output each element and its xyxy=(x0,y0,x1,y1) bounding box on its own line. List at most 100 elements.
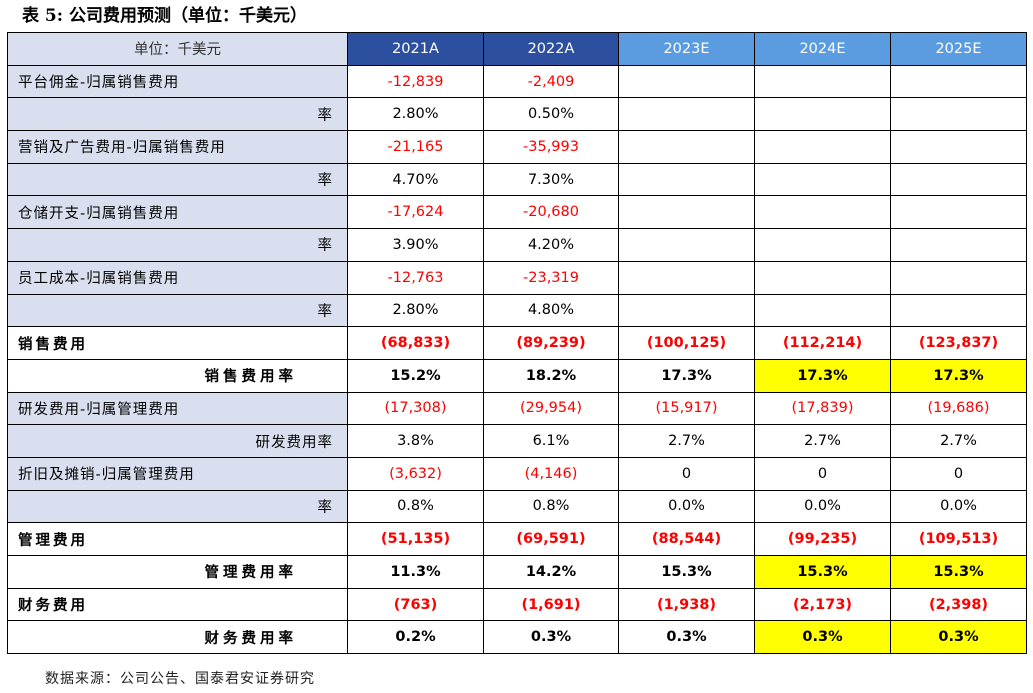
row-label: 仓储开支-归属销售费用 xyxy=(7,195,348,230)
cell-2025e xyxy=(890,97,1027,132)
cell-2024e xyxy=(754,228,891,262)
table-row: 率 2.80% 4.80% xyxy=(7,293,1027,328)
cell-2025e xyxy=(890,293,1027,328)
row-label: 财务费用 xyxy=(7,587,348,622)
cell-2023e: (88,544) xyxy=(618,522,755,556)
cell-2023e xyxy=(618,228,755,262)
row-label: 率 xyxy=(7,97,348,132)
cell-2021a: (763) xyxy=(347,587,484,622)
row-label: 财务费用率 xyxy=(7,620,348,655)
cell-2021a: 4.70% xyxy=(347,162,484,197)
cell-2025e: 0 xyxy=(890,456,1027,491)
row-label: 销售费用率 xyxy=(7,358,348,393)
cell-2023e xyxy=(618,195,755,230)
cell-2023e: 15.3% xyxy=(618,555,755,589)
data-source-note: 数据来源：公司公告、国泰君安证券研究 xyxy=(45,671,315,687)
cell-2024e: 15.3% xyxy=(754,555,891,589)
cell-2022a: (69,591) xyxy=(483,522,619,556)
cell-2022a: -35,993 xyxy=(483,130,619,164)
table-row: 财务费用 (763) (1,691) (1,938) (2,173) (2,39… xyxy=(7,587,1027,622)
cell-2025e xyxy=(890,130,1027,164)
row-label: 率 xyxy=(7,489,348,524)
row-label: 管理费用 xyxy=(7,522,348,556)
row-label: 率 xyxy=(7,228,348,262)
cell-2024e: 2.7% xyxy=(754,424,891,458)
cell-2024e xyxy=(754,97,891,132)
table-title: 表 5: 公司费用预测（单位：千美元） xyxy=(22,6,307,26)
cell-2025e: 0.0% xyxy=(890,489,1027,524)
header-2021a: 2021A xyxy=(347,32,484,66)
cell-2024e: 17.3% xyxy=(754,358,891,393)
cell-2023e: 2.7% xyxy=(618,424,755,458)
table-row: 管理费用率 11.3% 14.2% 15.3% 15.3% 15.3% xyxy=(7,555,1027,589)
table-row: 率 2.80% 0.50% xyxy=(7,97,1027,132)
row-label: 研发费用率 xyxy=(7,424,348,458)
cell-2022a: 18.2% xyxy=(483,358,619,393)
cell-2024e xyxy=(754,293,891,328)
table-row: 研发费用率 3.8% 6.1% 2.7% 2.7% 2.7% xyxy=(7,424,1027,458)
row-label: 率 xyxy=(7,293,348,328)
cell-2022a: -23,319 xyxy=(483,260,619,295)
table-row: 折旧及摊销-归属管理费用 (3,632) (4,146) 0 0 0 xyxy=(7,456,1027,491)
cell-2024e xyxy=(754,162,891,197)
cell-2024e xyxy=(754,64,891,99)
cell-2021a: -17,624 xyxy=(347,195,484,230)
cell-2024e: 0 xyxy=(754,456,891,491)
table-row: 销售费用 (68,833) (89,239) (100,125) (112,21… xyxy=(7,326,1027,360)
table-row: 研发费用-归属管理费用 (17,308) (29,954) (15,917) (… xyxy=(7,391,1027,426)
cell-2021a: 11.3% xyxy=(347,555,484,589)
cell-2024e xyxy=(754,195,891,230)
table-row: 仓储开支-归属销售费用 -17,624 -20,680 xyxy=(7,195,1027,230)
row-label: 管理费用率 xyxy=(7,555,348,589)
row-label: 率 xyxy=(7,162,348,197)
cell-2023e: (100,125) xyxy=(618,326,755,360)
cell-2025e xyxy=(890,228,1027,262)
cell-2021a: 0.2% xyxy=(347,620,484,655)
cell-2021a: 2.80% xyxy=(347,293,484,328)
table-row: 员工成本-归属销售费用 -12,763 -23,319 xyxy=(7,260,1027,295)
row-label: 折旧及摊销-归属管理费用 xyxy=(7,456,348,491)
cell-2023e: (1,938) xyxy=(618,587,755,622)
row-label: 平台佣金-归属销售费用 xyxy=(7,64,348,99)
header-2024e: 2024E xyxy=(754,32,891,66)
expense-forecast-table: 单位：千美元 2021A 2022A 2023E 2024E 2025E 平台佣… xyxy=(7,32,1027,655)
cell-2025e xyxy=(890,162,1027,197)
cell-2023e: 0.0% xyxy=(618,489,755,524)
cell-2024e xyxy=(754,260,891,295)
header-row: 单位：千美元 2021A 2022A 2023E 2024E 2025E xyxy=(7,32,1027,66)
table-row: 销售费用率 15.2% 18.2% 17.3% 17.3% 17.3% xyxy=(7,358,1027,393)
table-row: 率 0.8% 0.8% 0.0% 0.0% 0.0% xyxy=(7,489,1027,524)
row-label: 营销及广告费用-归属销售费用 xyxy=(7,130,348,164)
table-row: 平台佣金-归属销售费用 -12,839 -2,409 xyxy=(7,64,1027,99)
table-row: 财务费用率 0.2% 0.3% 0.3% 0.3% 0.3% xyxy=(7,620,1027,655)
cell-2025e: (123,837) xyxy=(890,326,1027,360)
cell-2022a: 6.1% xyxy=(483,424,619,458)
cell-2021a: -12,763 xyxy=(347,260,484,295)
cell-2023e xyxy=(618,293,755,328)
row-label: 研发费用-归属管理费用 xyxy=(7,391,348,426)
cell-2022a: (1,691) xyxy=(483,587,619,622)
cell-2021a: -21,165 xyxy=(347,130,484,164)
header-unit: 单位：千美元 xyxy=(7,32,348,66)
cell-2024e: (99,235) xyxy=(754,522,891,556)
cell-2025e: (109,513) xyxy=(890,522,1027,556)
header-2023e: 2023E xyxy=(618,32,755,66)
cell-2022a: 4.80% xyxy=(483,293,619,328)
cell-2023e xyxy=(618,64,755,99)
table-row: 营销及广告费用-归属销售费用 -21,165 -35,993 xyxy=(7,130,1027,164)
table-row: 率 3.90% 4.20% xyxy=(7,228,1027,262)
cell-2023e xyxy=(618,162,755,197)
cell-2024e: (2,173) xyxy=(754,587,891,622)
cell-2023e: 0 xyxy=(618,456,755,491)
cell-2025e: 2.7% xyxy=(890,424,1027,458)
cell-2025e xyxy=(890,260,1027,295)
cell-2022a: (4,146) xyxy=(483,456,619,491)
cell-2025e: 17.3% xyxy=(890,358,1027,393)
cell-2025e: 0.3% xyxy=(890,620,1027,655)
cell-2024e: (112,214) xyxy=(754,326,891,360)
cell-2023e: (15,917) xyxy=(618,391,755,426)
cell-2024e: 0.0% xyxy=(754,489,891,524)
cell-2023e: 17.3% xyxy=(618,358,755,393)
cell-2021a: (68,833) xyxy=(347,326,484,360)
cell-2022a: (29,954) xyxy=(483,391,619,426)
